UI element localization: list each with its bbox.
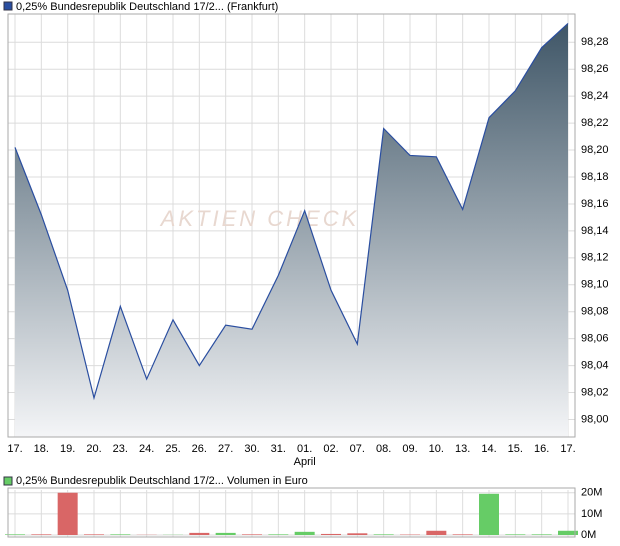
volume-bar (5, 534, 25, 535)
x-tick-label: 13. (455, 443, 470, 455)
volume-bar (479, 493, 499, 535)
volume-bar (531, 534, 552, 535)
x-tick-label: 19. (60, 443, 75, 455)
x-tick-label: 14. (481, 443, 496, 455)
y-tick-label: 98,24 (581, 90, 609, 102)
y-tick-label: 98,26 (581, 63, 609, 75)
x-tick-label: 24. (139, 443, 154, 455)
x-tick-label: 01. (297, 443, 312, 455)
volume-bar (31, 534, 52, 535)
y-tick-label: 98,28 (581, 36, 609, 48)
volume-bar (215, 532, 236, 535)
volume-bar (57, 492, 78, 535)
volume-bar (242, 534, 262, 535)
x-tick-label: 02. (323, 443, 338, 455)
legend-swatch (3, 476, 13, 486)
volume-bar (321, 533, 341, 535)
y-tick-label: 10M (581, 508, 602, 520)
y-tick-label: 98,04 (581, 360, 609, 372)
x-tick-label: 20. (86, 443, 101, 455)
y-tick-label: 98,22 (581, 117, 609, 129)
volume-bar (294, 531, 315, 535)
x-tick-label: 15. (508, 443, 523, 455)
x-tick-label: 25. (165, 443, 180, 455)
plot-frame (7, 13, 576, 438)
volume-bar (505, 534, 526, 535)
y-tick-label: 20M (581, 487, 602, 499)
volume-bar (373, 534, 394, 535)
x-tick-label: 27. (218, 443, 233, 455)
y-tick-label: 0M (581, 529, 596, 541)
legend-label: 0,25% Bundesrepublik Deutschland 17/2...… (16, 475, 308, 487)
plot-frame (7, 487, 576, 538)
volume-bar (268, 534, 289, 535)
volume-bar (110, 534, 131, 535)
watermark: AKTIEN CHECK (159, 206, 360, 231)
x-tick-label: 18. (34, 443, 49, 455)
y-tick-label: 98,14 (581, 225, 609, 237)
x-tick-label: 16. (534, 443, 549, 455)
y-tick-label: 98,20 (581, 144, 609, 156)
y-tick-label: 98,00 (581, 413, 609, 425)
y-tick-label: 98,18 (581, 171, 609, 183)
x-tick-label: 17. (7, 443, 22, 455)
price-line (14, 22, 569, 401)
x-tick-label: 07. (350, 443, 365, 455)
x-tick-label: 31. (271, 443, 286, 455)
x-tick-label: 30. (244, 443, 259, 455)
legend-label: 0,25% Bundesrepublik Deutschland 17/2...… (16, 1, 278, 13)
x-tick-label: 23. (113, 443, 128, 455)
volume-bar (347, 533, 368, 535)
x-tick-label: 09. (402, 443, 417, 455)
volume-bar (558, 530, 578, 535)
month-label: April (294, 456, 316, 468)
x-tick-label: 26. (192, 443, 207, 455)
y-tick-label: 98,10 (581, 279, 609, 291)
volume-bar (452, 534, 473, 535)
volume-bar (189, 532, 210, 535)
y-tick-label: 98,08 (581, 306, 609, 318)
y-tick-label: 98,16 (581, 198, 609, 210)
x-tick-label: 10. (429, 443, 444, 455)
x-tick-label: 08. (376, 443, 391, 455)
y-tick-label: 98,06 (581, 333, 609, 345)
x-tick-label: 17. (560, 443, 575, 455)
y-tick-label: 98,12 (581, 252, 609, 264)
area-fill (15, 23, 568, 438)
legend-swatch (3, 1, 13, 11)
volume-bar (84, 534, 104, 535)
y-tick-label: 98,02 (581, 386, 609, 398)
volume-bar (426, 530, 447, 535)
